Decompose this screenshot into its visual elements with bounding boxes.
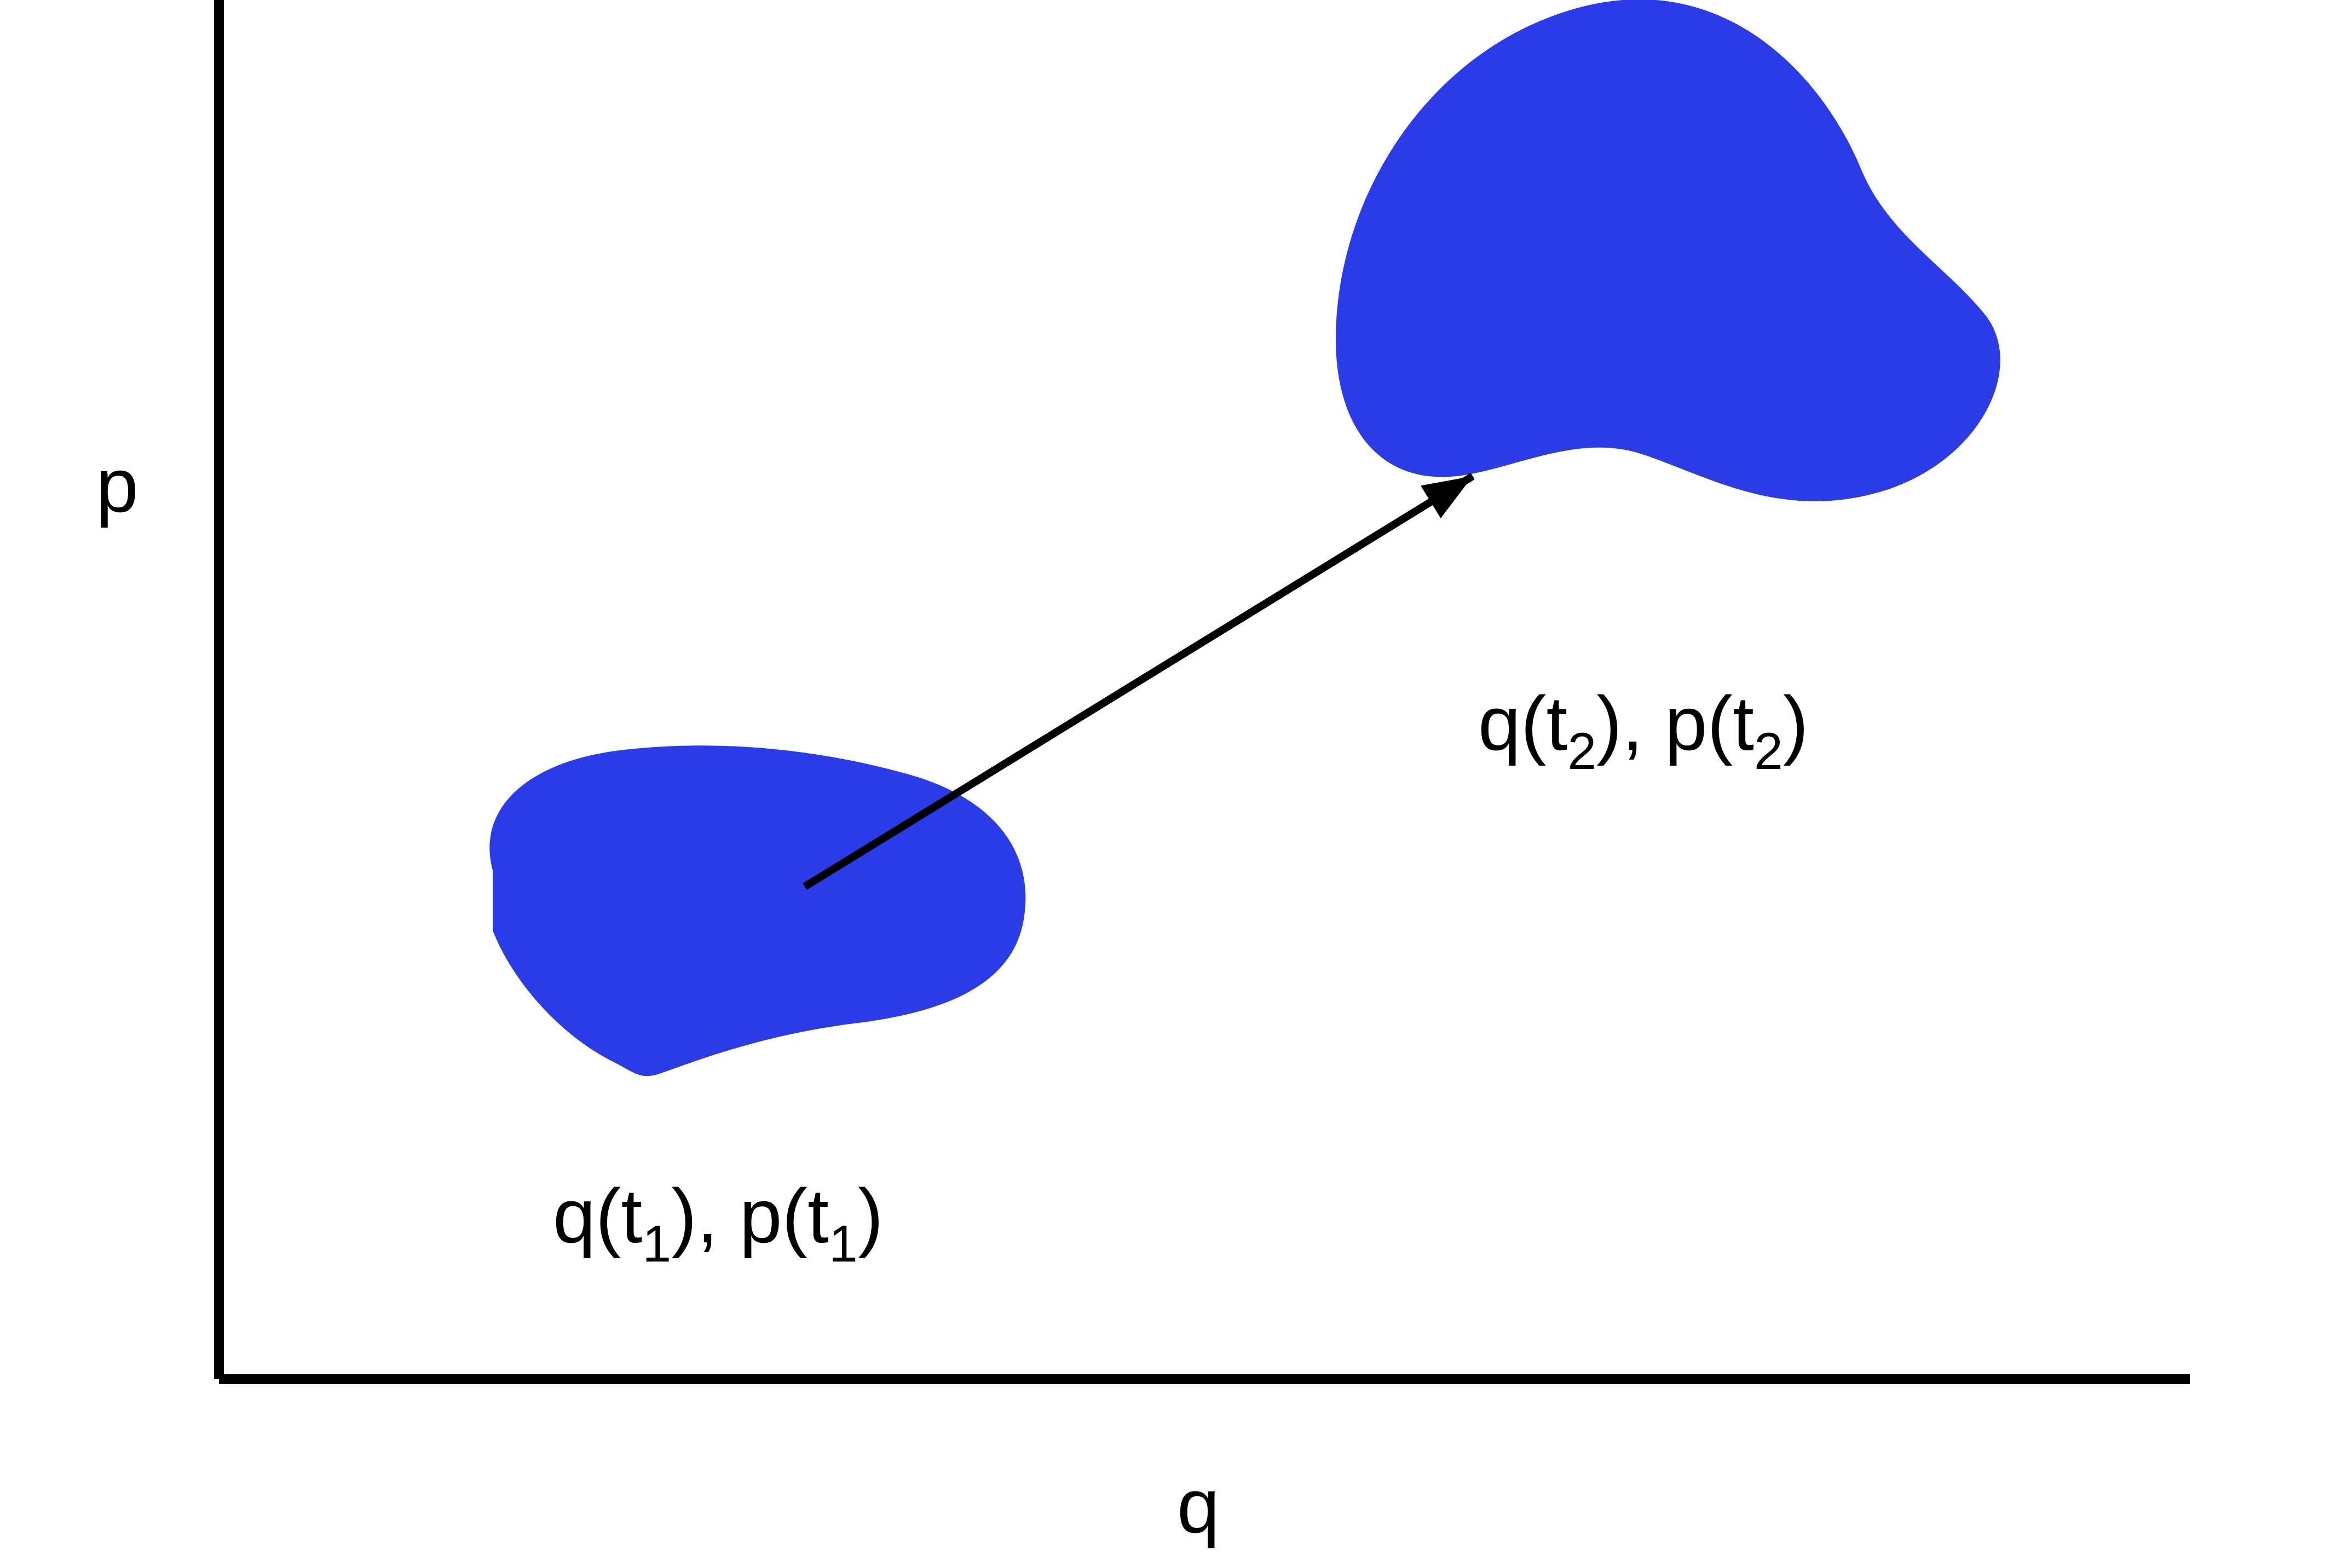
evolution-arrow	[805, 476, 1473, 887]
label-t2: q(t2), p(t2)	[1478, 680, 1809, 780]
arrow-shaft	[805, 476, 1473, 887]
diagram-svg: p q q(t1), p(t1) q(t2), p(t2)	[0, 0, 2342, 1568]
label-t1: q(t1), p(t1)	[553, 1173, 884, 1273]
x-axis-label: q	[1177, 1463, 1220, 1549]
arrow-head-icon	[1421, 476, 1473, 518]
blob-t2	[1336, 0, 2000, 501]
phase-space-diagram: p q q(t1), p(t1) q(t2), p(t2)	[0, 0, 2342, 1568]
phase-blobs	[489, 0, 2000, 1076]
blob-t1	[489, 745, 1025, 1076]
axes	[219, 0, 2190, 1379]
y-axis-label: p	[96, 442, 139, 528]
